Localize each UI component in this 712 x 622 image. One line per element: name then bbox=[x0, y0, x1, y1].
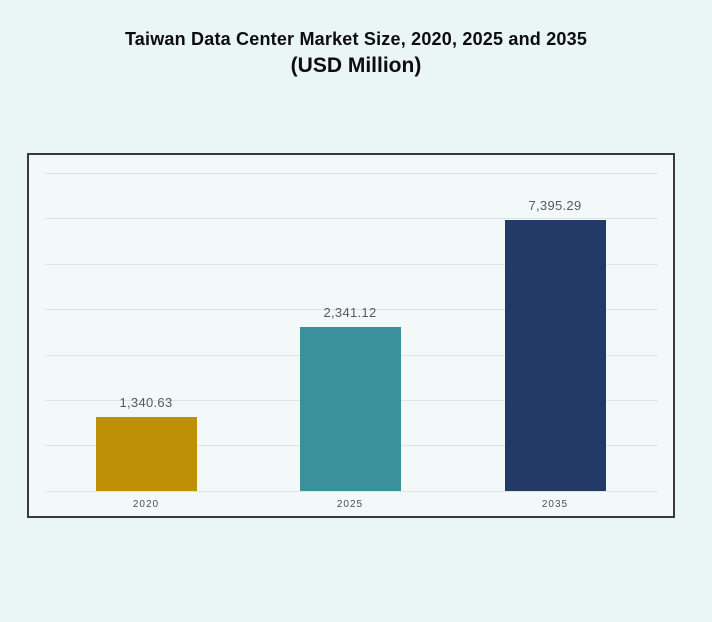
plot-area: 1,340.63 2020 2,341.12 2025 7,395.29 2035 bbox=[29, 155, 673, 516]
chart-panel: 1,340.63 2020 2,341.12 2025 7,395.29 2035 bbox=[27, 153, 675, 518]
chart-title: Taiwan Data Center Market Size, 2020, 20… bbox=[124, 29, 588, 49]
chart-title-block: Taiwan Data Center Market Size, 2020, 20… bbox=[0, 26, 712, 80]
gridline bbox=[45, 218, 658, 219]
gridline bbox=[45, 309, 658, 310]
gridline bbox=[45, 491, 658, 492]
bar-2020 bbox=[95, 417, 197, 491]
value-label-2025: 2,341.12 bbox=[323, 305, 377, 320]
bar-2025 bbox=[299, 327, 401, 491]
x-axis-label-2035: 2035 bbox=[541, 499, 569, 510]
x-axis-label-2025: 2025 bbox=[336, 499, 364, 510]
bar-2035 bbox=[504, 220, 606, 491]
gridline bbox=[45, 264, 658, 265]
x-axis-label-2020: 2020 bbox=[132, 499, 160, 510]
chart-subtitle: (USD Million) bbox=[290, 54, 422, 77]
gridline bbox=[45, 173, 658, 174]
value-label-2020: 1,340.63 bbox=[119, 395, 173, 410]
value-label-2035: 7,395.29 bbox=[528, 198, 582, 213]
